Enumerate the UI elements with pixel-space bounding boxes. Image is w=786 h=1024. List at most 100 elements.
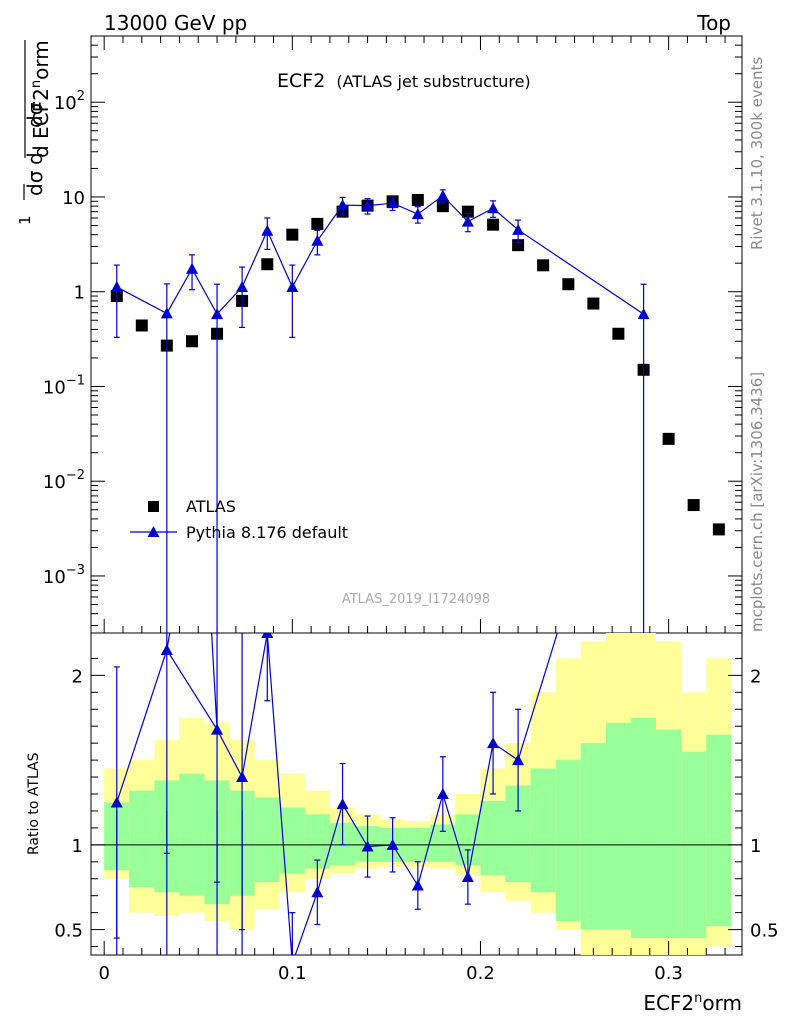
pythia-point <box>512 223 525 235</box>
header-energy: 13000 GeV pp <box>104 11 247 35</box>
mcplots-label: mcplots.cern.ch [arXiv:1306.3436] <box>748 372 766 632</box>
legend-pythia-label: Pythia 8.176 default <box>186 523 348 542</box>
green-band-bin <box>555 760 581 922</box>
x-tick-label: 0.2 <box>466 963 495 984</box>
y-tick-label: 10−1 <box>43 373 85 398</box>
atlas-point <box>261 258 274 271</box>
ratio-y-tick-label: 1 <box>72 836 83 857</box>
green-band-bin <box>480 800 506 876</box>
atlas-point <box>712 523 725 536</box>
main-y-axis-label: 1 dσ d dσ d ECF2norm <box>16 40 53 225</box>
y-tick-label: 102 <box>54 89 85 114</box>
ratio-point <box>386 838 399 850</box>
ratio-y-tick-label-right: 2 <box>750 666 761 687</box>
ratio-data-points <box>110 633 558 955</box>
atlas-point <box>461 205 474 218</box>
ratio-y-axis-label: Ratio to ATLAS <box>26 752 42 855</box>
y-tick-label: 10−2 <box>43 468 85 493</box>
y-tick-label: 10−3 <box>43 563 85 588</box>
green-band-bin <box>179 773 205 896</box>
ratio-y-tick-label-right: 1 <box>750 836 761 857</box>
header-process: Top <box>696 11 731 35</box>
ratio-axis-ticks: 0.5 0.5 1 1 2 2 0 0.1 0.2 0.3 <box>54 657 779 984</box>
pythia-point <box>386 197 399 209</box>
green-band-bin <box>254 797 280 883</box>
analysis-watermark: ATLAS_2019_I1724098 <box>342 592 490 607</box>
atlas-point <box>662 432 675 445</box>
pythia-point <box>411 208 424 220</box>
ratio-point <box>211 723 224 735</box>
ratio-point <box>361 840 374 852</box>
legend-atlas-marker <box>148 501 159 512</box>
atlas-point <box>537 259 550 272</box>
pythia-point <box>110 281 123 293</box>
ratio-y-tick-label-right: 0.5 <box>750 921 779 942</box>
ratio-point <box>236 771 249 783</box>
green-band-bin <box>630 717 657 939</box>
pythia-point <box>336 199 349 211</box>
ylabel-one-over-sigma: 1 <box>16 215 34 225</box>
ratio-point <box>311 886 324 898</box>
atlas-point <box>411 193 424 206</box>
ylabel-d-frac: d <box>23 152 47 165</box>
green-band-bin <box>706 734 732 927</box>
pythia-point <box>236 281 249 293</box>
pythia-point <box>261 224 274 236</box>
ratio-point <box>436 788 449 799</box>
atlas-point <box>562 278 575 291</box>
ratio-point <box>512 754 525 766</box>
ratio-point <box>160 643 173 655</box>
ratio-offscale-segment <box>517 633 558 761</box>
ratio-point <box>411 879 424 891</box>
ratio-uncertainty-bands <box>91 633 742 955</box>
pythia-point <box>311 234 324 246</box>
pythia-point <box>461 215 474 227</box>
ratio-point <box>461 871 474 883</box>
ratio-point <box>487 737 500 749</box>
atlas-point <box>487 218 500 231</box>
ratio-point <box>261 633 274 638</box>
atlas-point <box>286 228 299 241</box>
atlas-point <box>612 327 625 340</box>
pythia-point <box>637 308 650 320</box>
x-axis-label: ECF2norm <box>643 991 742 1015</box>
pythia-point <box>361 199 374 211</box>
atlas-point <box>687 499 700 512</box>
atlas-point <box>186 335 199 348</box>
x-tick-label: 0.1 <box>278 963 307 984</box>
green-band-bin <box>530 768 556 893</box>
green-band-bin <box>279 807 305 874</box>
ratio-clipped-group <box>110 633 558 955</box>
x-tick-label: 0 <box>98 963 109 984</box>
atlas-point <box>135 319 148 332</box>
plot-title-main: ECF2 <box>277 70 325 92</box>
plot-title: ECF2 (ATLAS jet substructure) <box>277 70 531 92</box>
y-tick-label: 10 <box>62 188 85 209</box>
plot-title-sub: (ATLAS jet substructure) <box>336 72 530 91</box>
ylabel-sigma-small: dσ <box>23 102 47 128</box>
x-tick-label: 0.3 <box>654 963 683 984</box>
ratio-point <box>110 796 123 808</box>
main-panel-frame <box>90 35 743 634</box>
pythia-point <box>487 202 500 214</box>
ratio-point <box>336 798 349 810</box>
green-band-bin <box>580 743 606 930</box>
pythia-point <box>186 262 199 274</box>
y-tick-label: 1 <box>74 283 85 304</box>
ratio-y-tick-label: 2 <box>72 666 83 687</box>
pythia-point <box>286 281 299 293</box>
main-data-points <box>110 189 725 633</box>
green-band-bin <box>656 729 682 939</box>
atlas-point <box>311 217 324 230</box>
legend-pythia-marker <box>147 526 160 537</box>
ylabel-sigma: dσ <box>23 170 47 196</box>
main-axis-ticks: 10−3 10−2 10−1 1 10 102 <box>43 35 742 633</box>
rivet-label: Rivet 3.1.10, 300k events <box>748 57 766 250</box>
pythia-point <box>436 189 449 201</box>
atlas-point <box>587 297 600 310</box>
ylabel-d-ecf: d ECF2norm <box>29 40 53 158</box>
pythia-point <box>211 308 224 320</box>
green-band-bin <box>605 722 631 930</box>
pythia-point <box>160 307 173 319</box>
